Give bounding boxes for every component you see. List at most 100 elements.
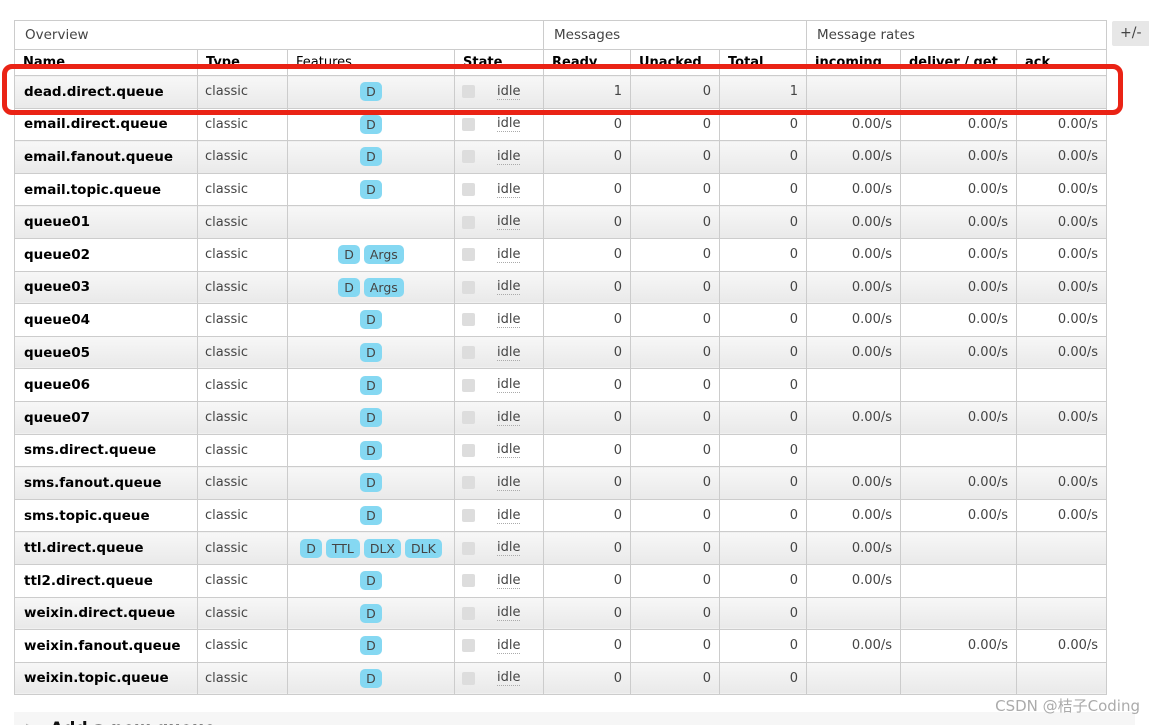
state-indicator-icon <box>462 443 475 457</box>
queue-name-link[interactable]: queue02 <box>24 246 90 263</box>
rate-incoming-cell <box>806 75 901 109</box>
rate-deliver-get-cell: 0.00/s <box>900 335 1017 370</box>
state-label[interactable]: idle <box>497 311 521 328</box>
queue-name-cell: email.fanout.queue <box>14 140 198 174</box>
state-label[interactable]: idle <box>497 377 521 394</box>
state-label[interactable]: idle <box>497 670 521 687</box>
queue-state-cell: idle <box>454 531 544 565</box>
queue-row: queue03 classic D Args idle 0 0 0 0.00/s 0.00/s 0.… <box>14 270 1108 305</box>
queue-name-link[interactable]: dead.direct.queue <box>24 83 164 100</box>
rate-ack-cell: 0.00/s <box>1015 303 1108 337</box>
queue-features-cell: D <box>287 661 455 696</box>
queue-state-cell: idle <box>454 661 544 696</box>
state-indicator-icon <box>462 85 475 99</box>
sort-link-ready[interactable]: Ready <box>552 55 598 70</box>
queue-name-link[interactable]: queue05 <box>24 344 90 361</box>
queue-state-cell: idle <box>454 335 544 370</box>
state-label[interactable]: idle <box>497 246 521 263</box>
rate-deliver-get-cell: 0.00/s <box>900 107 1017 142</box>
queue-state-cell: idle <box>454 433 544 468</box>
rate-deliver-get-cell <box>900 661 1017 696</box>
state-indicator-icon <box>462 183 475 197</box>
column-header-unacked[interactable]: Unacked <box>630 49 720 76</box>
queue-name-link[interactable]: queue01 <box>24 214 90 231</box>
feature-badge-d: D <box>360 408 382 428</box>
sort-link-unacked[interactable]: Unacked <box>639 55 702 70</box>
state-label[interactable]: idle <box>497 474 521 491</box>
queue-name-cell: queue01 <box>14 205 198 239</box>
sort-link-deliver-get[interactable]: deliver / get <box>909 55 998 70</box>
add-queue-section-header[interactable]: ▶ Add a new queue <box>14 712 1135 725</box>
unacked-cell: 0 <box>630 466 720 500</box>
rate-incoming-cell: 0.00/s <box>806 107 901 142</box>
state-indicator-icon <box>462 476 475 490</box>
column-header-name[interactable]: Name <box>14 49 198 76</box>
queue-name-link[interactable]: queue04 <box>24 311 90 328</box>
column-header-total[interactable]: Total <box>719 49 807 76</box>
columns-toggle-button[interactable]: +/- <box>1112 21 1149 46</box>
queue-name-cell: queue06 <box>14 368 198 402</box>
queue-type-cell: classic <box>197 661 288 696</box>
sort-link-total[interactable]: Total <box>728 55 764 70</box>
queue-name-link[interactable]: email.fanout.queue <box>24 148 173 165</box>
queue-name-cell: email.topic.queue <box>14 172 198 207</box>
rate-deliver-get-cell: 0.00/s <box>900 237 1017 272</box>
sort-link-incoming[interactable]: incoming <box>815 55 882 70</box>
state-label[interactable]: idle <box>497 148 521 165</box>
queue-name-link[interactable]: ttl.direct.queue <box>24 540 144 557</box>
state-label[interactable]: idle <box>497 181 521 198</box>
group-header-message-rates: Message rates <box>805 20 1108 50</box>
queue-name-link[interactable]: weixin.direct.queue <box>24 605 176 622</box>
ready-cell: 0 <box>543 205 631 239</box>
queue-type-cell: classic <box>197 205 288 239</box>
queue-name-link[interactable]: weixin.topic.queue <box>24 670 169 687</box>
state-label[interactable]: idle <box>497 214 521 231</box>
state-label[interactable]: idle <box>497 540 521 557</box>
column-header-state[interactable]: State <box>454 49 544 76</box>
state-label[interactable]: idle <box>497 572 521 589</box>
sort-link-state[interactable]: State <box>463 55 503 70</box>
queue-name-link[interactable]: sms.direct.queue <box>24 442 157 459</box>
queue-name-link[interactable]: email.direct.queue <box>24 116 168 133</box>
feature-badge-d: D <box>360 343 382 363</box>
queue-name-cell: queue04 <box>14 303 198 337</box>
rate-deliver-get-cell: 0.00/s <box>900 303 1017 337</box>
rate-ack-cell <box>1015 661 1108 696</box>
queue-name-link[interactable]: sms.topic.queue <box>24 507 150 524</box>
queue-name-link[interactable]: queue07 <box>24 409 90 426</box>
column-header-deliver-get[interactable]: deliver / get <box>900 49 1017 76</box>
feature-badge-d: D <box>360 440 382 460</box>
state-label[interactable]: idle <box>497 116 521 133</box>
state-label[interactable]: idle <box>497 442 521 459</box>
state-label[interactable]: idle <box>497 279 521 296</box>
sort-link-ack[interactable]: ack <box>1025 55 1051 70</box>
column-header-ack[interactable]: ack <box>1015 49 1108 76</box>
state-label[interactable]: idle <box>497 507 521 524</box>
total-cell: 0 <box>719 205 807 239</box>
total-cell: 0 <box>719 335 807 370</box>
queue-name-link[interactable]: queue03 <box>24 279 90 296</box>
column-header-incoming[interactable]: incoming <box>806 49 901 76</box>
queue-name-link[interactable]: sms.fanout.queue <box>24 474 162 491</box>
queue-name-link[interactable]: weixin.fanout.queue <box>24 637 181 654</box>
unacked-cell: 0 <box>630 205 720 239</box>
queue-name-link[interactable]: email.topic.queue <box>24 181 162 198</box>
state-label[interactable]: idle <box>497 83 521 100</box>
state-label[interactable]: idle <box>497 637 521 654</box>
queue-features-cell: D <box>287 335 455 370</box>
total-cell: 1 <box>719 75 807 109</box>
queue-name-link[interactable]: queue06 <box>24 377 90 394</box>
queue-features-cell: D <box>287 629 455 663</box>
state-indicator-icon <box>462 378 475 392</box>
state-label[interactable]: idle <box>497 605 521 622</box>
state-label[interactable]: idle <box>497 344 521 361</box>
sort-link-type[interactable]: Type <box>206 55 240 70</box>
column-header-ready[interactable]: Ready <box>543 49 631 76</box>
state-label[interactable]: idle <box>497 409 521 426</box>
unacked-cell: 0 <box>630 629 720 663</box>
queue-name-link[interactable]: ttl2.direct.queue <box>24 572 153 589</box>
sort-link-name[interactable]: Name <box>23 55 66 70</box>
column-header-type[interactable]: Type <box>197 49 288 76</box>
